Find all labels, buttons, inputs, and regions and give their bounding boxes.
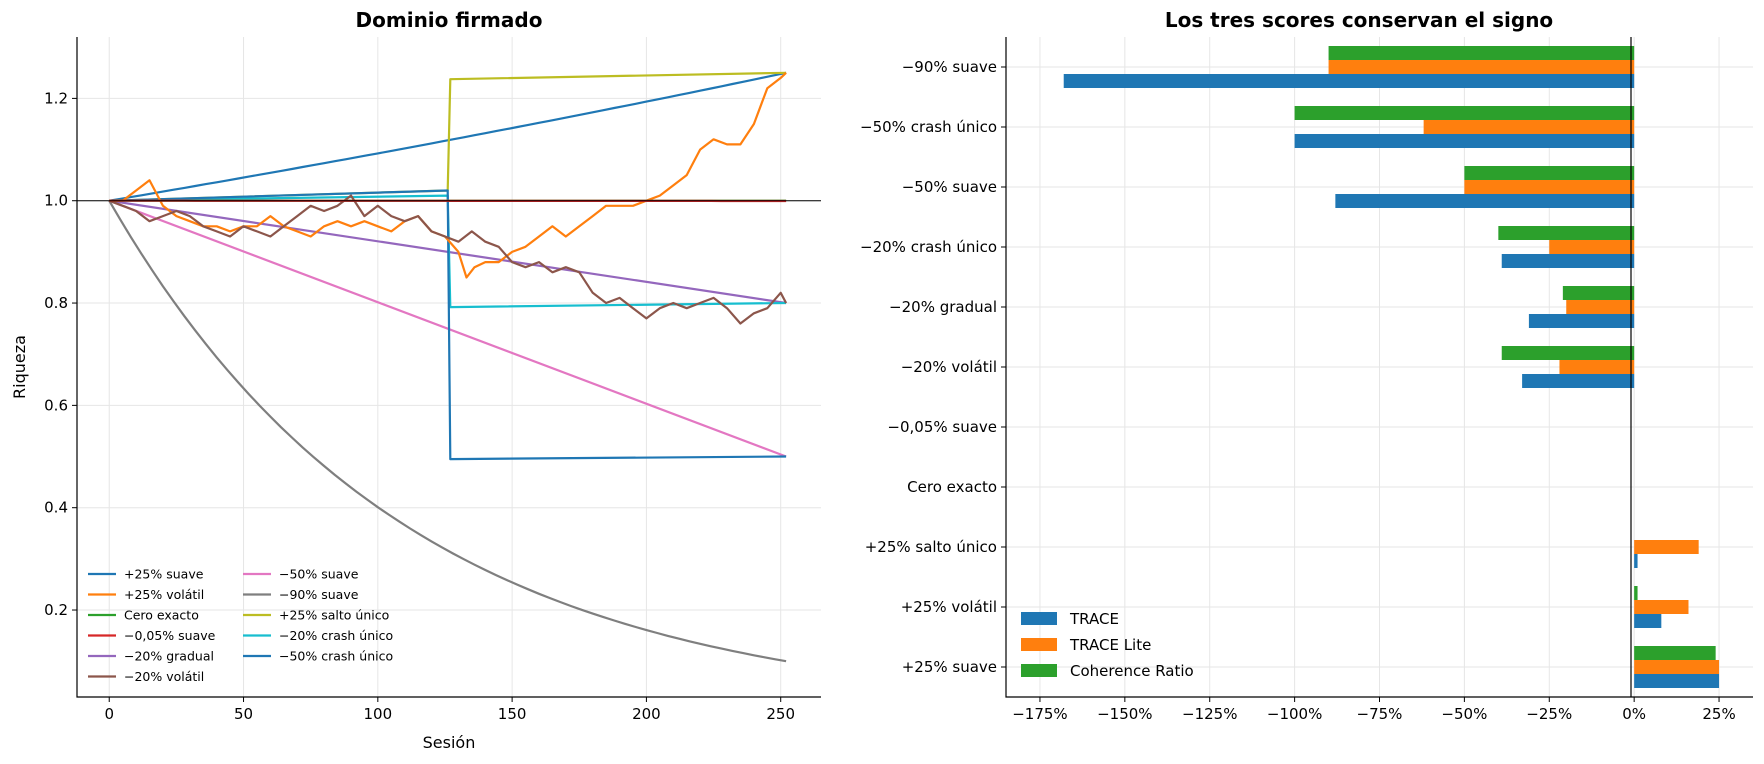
left-y-tick-label: 0.6	[44, 396, 68, 414]
left-y-tick-label: 0.8	[44, 294, 68, 312]
series-line--50-suave	[108, 199, 787, 458]
series-line--20-vol-til	[108, 194, 788, 325]
series-line--90-suave	[108, 200, 787, 663]
bar	[1294, 106, 1635, 120]
bar	[1328, 46, 1635, 60]
right-x-tick-label: −150%	[1097, 705, 1152, 723]
legend-label: +25% salto único	[279, 608, 389, 623]
legend-label: TRACE	[1069, 610, 1119, 628]
right-x-tick-label: −125%	[1182, 705, 1237, 723]
bar	[1063, 74, 1635, 88]
left-y-tick-label: 0.2	[44, 601, 68, 619]
bar	[1634, 674, 1720, 688]
series-line--25-suave	[109, 71, 787, 202]
right-x-tick-label: 25%	[1702, 705, 1735, 723]
right-x-tick-label: −75%	[1357, 705, 1403, 723]
right-x-tick-label: 0%	[1622, 705, 1646, 723]
legend-label: Coherence Ratio	[1070, 662, 1194, 680]
bar	[1634, 540, 1699, 554]
left-y-axis-label: Riqueza	[10, 335, 29, 399]
category-label: Cero exacto	[907, 478, 997, 496]
category-label: −20% crash único	[860, 238, 997, 256]
bar	[1294, 134, 1635, 148]
legend-label: −20% crash único	[279, 628, 393, 643]
bar	[1501, 254, 1635, 268]
legend-label: −20% gradual	[124, 649, 214, 664]
legend-swatch	[1021, 664, 1057, 677]
left-y-tick-label: 1.0	[44, 192, 68, 210]
bar	[1464, 166, 1635, 180]
right-legend: TRACE TRACE Lite Coherence Ratio	[1021, 610, 1194, 680]
legend-label: −50% suave	[279, 567, 359, 582]
legend-label: −90% suave	[279, 587, 359, 602]
right-chart: Los tres scores conservan el signo −175%…	[860, 8, 1753, 723]
category-label: −0,05% suave	[887, 418, 997, 436]
legend-label: +25% volátil	[124, 587, 204, 602]
bar	[1634, 660, 1720, 674]
bar	[1566, 300, 1635, 314]
legend-label: −20% volátil	[124, 669, 204, 684]
bar	[1634, 614, 1662, 628]
bar	[1335, 194, 1635, 208]
bar	[1559, 360, 1635, 374]
left-x-axis-label: Sesión	[423, 733, 476, 752]
left-chart: Dominio firmado 0 50 100 150 200 250 0.2 0.4 0.…	[10, 8, 821, 752]
bar	[1562, 286, 1635, 300]
series-line--25-vol-til	[109, 72, 787, 279]
bar	[1634, 586, 1638, 600]
left-y-tick-label: 1.2	[44, 89, 68, 107]
bar	[1634, 600, 1689, 614]
right-chart-title: Los tres scores conservan el signo	[1165, 8, 1553, 32]
bar	[1528, 314, 1635, 328]
bar	[1634, 646, 1716, 660]
legend-label: +25% suave	[124, 567, 204, 582]
legend-label: TRACE Lite	[1069, 636, 1151, 654]
legend-label: Cero exacto	[124, 608, 199, 623]
left-x-tick-label: 100	[364, 705, 393, 723]
bar	[1634, 554, 1638, 568]
category-label: −20% gradual	[889, 298, 997, 316]
bar	[1423, 120, 1635, 134]
legend-swatch	[1021, 612, 1057, 625]
category-label: +25% salto único	[865, 538, 997, 556]
category-label: +25% suave	[902, 658, 997, 676]
right-axes-spines	[1005, 37, 1753, 698]
legend-label: −50% crash único	[279, 649, 393, 664]
series-line--25-salto-nico	[109, 71, 787, 202]
left-legend: +25% suave +25% volátil Cero exacto −0,05% …	[88, 567, 393, 684]
legend-swatch	[1021, 638, 1057, 651]
left-x-tick-label: 150	[498, 705, 527, 723]
category-label: −20% volátil	[901, 358, 997, 376]
left-x-tick-label: 250	[766, 705, 795, 723]
bar	[1328, 60, 1635, 74]
category-label: −90% suave	[902, 58, 997, 76]
left-x-tick-label: 0	[104, 705, 114, 723]
left-y-tick-label: 0.4	[44, 499, 68, 517]
bar	[1501, 346, 1635, 360]
right-x-tick-label: −25%	[1526, 705, 1572, 723]
series-line--50-crash-nico	[109, 189, 787, 461]
left-x-tick-label: 200	[632, 705, 661, 723]
left-x-tick-label: 50	[234, 705, 253, 723]
bar	[1464, 180, 1635, 194]
category-label: −50% crash único	[860, 118, 997, 136]
bar	[1549, 240, 1635, 254]
legend-label: −0,05% suave	[124, 628, 216, 643]
bar	[1498, 226, 1635, 240]
bar	[1522, 374, 1635, 388]
right-x-tick-label: −175%	[1012, 705, 1067, 723]
right-x-tick-label: −100%	[1267, 705, 1322, 723]
left-axes-spines	[76, 37, 821, 698]
category-label: −50% suave	[902, 178, 997, 196]
right-x-tick-label: −50%	[1441, 705, 1487, 723]
category-label: +25% volátil	[901, 598, 997, 616]
left-chart-title: Dominio firmado	[356, 8, 543, 32]
